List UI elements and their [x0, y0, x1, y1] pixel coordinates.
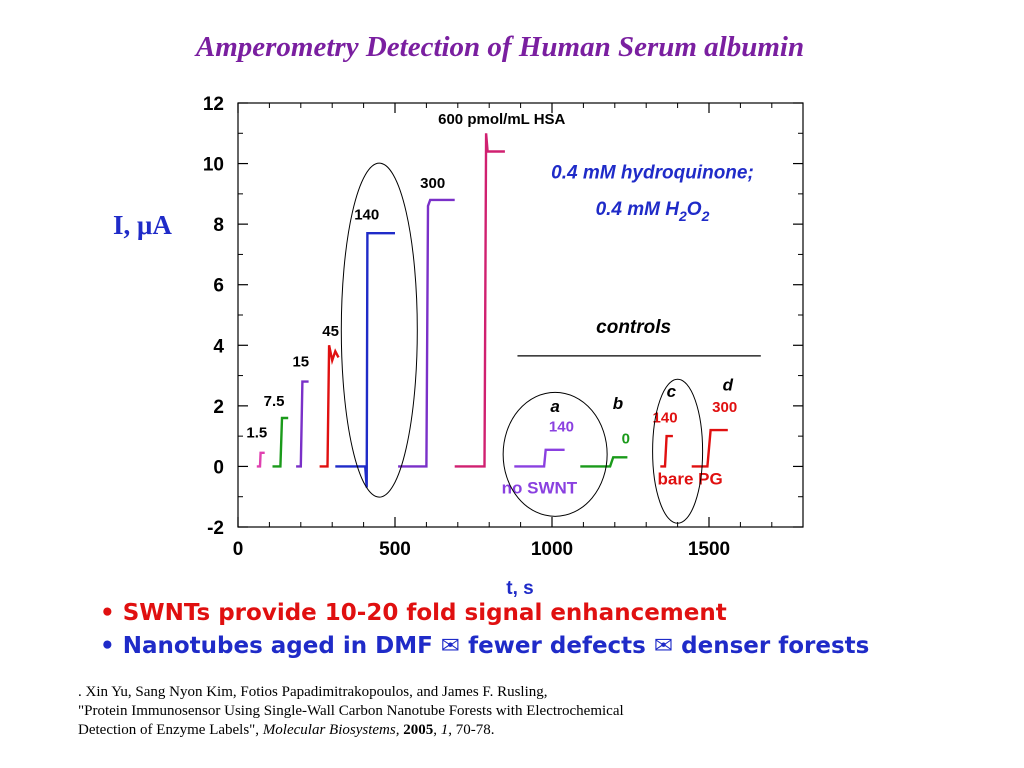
chart-annotation: controls	[596, 317, 671, 338]
y-tick-label: 0	[213, 457, 224, 478]
ellipse-control-c	[652, 378, 704, 524]
chart-annotation: no SWNT	[502, 479, 578, 498]
y-tick-label: 6	[213, 276, 224, 297]
series-line-1-5	[256, 451, 265, 468]
series-label: 140	[354, 207, 379, 224]
series-line-15	[296, 380, 309, 468]
y-tick-label: 8	[213, 215, 224, 236]
formula-mid: O	[687, 199, 702, 220]
series-line-c-140	[660, 434, 673, 468]
reference-authors: . Xin Yu, Sang Nyon Kim, Fotios Papadimi…	[78, 684, 548, 700]
reference-volume: 1	[440, 722, 449, 738]
series-line-b-0	[580, 456, 628, 468]
series-line-300	[398, 198, 455, 468]
chart-annotation: b	[613, 394, 623, 413]
series-label: 140	[549, 419, 574, 436]
y-tick-label: 10	[203, 155, 224, 176]
y-tick-label: 2	[213, 397, 224, 418]
reference-year: 2005	[403, 722, 434, 738]
x-tick-label: 0	[233, 539, 244, 560]
y-tick-label: 4	[213, 336, 224, 357]
y-axis-label: I, μA	[113, 210, 172, 240]
reference-title: "Protein Immunosensor Using Single-Wall …	[78, 703, 624, 719]
formula-pre: 0.4 mM H	[596, 199, 681, 220]
ellipse-control-a	[502, 391, 608, 517]
chart-annotation: c	[667, 382, 677, 401]
series-label: 1.5	[246, 425, 267, 442]
series-label: 300	[712, 399, 737, 416]
ellipse-140	[340, 162, 418, 498]
reference-pages: , 70-78.	[448, 722, 495, 738]
series-label: 45	[322, 323, 339, 340]
reference-title-end: Detection of Enzyme Labels",	[78, 722, 260, 738]
series-line-7-5	[272, 416, 289, 468]
reference: . Xin Yu, Sang Nyon Kim, Fotios Papadimi…	[78, 683, 958, 740]
x-axis-label: t, s	[506, 578, 533, 599]
bullet-1: • SWNTs provide 10-20 fold signal enhanc…	[100, 600, 727, 626]
formula-sub1: 2	[678, 208, 687, 224]
bullet-list: • SWNTs provide 10-20 fold signal enhanc…	[100, 597, 900, 663]
formula-h2o2: 0.4 mM H2O2	[596, 199, 710, 224]
series-label: 0	[622, 431, 630, 448]
chart-annotation: d	[723, 376, 734, 395]
series-label: 300	[420, 175, 445, 192]
series-line-a-140	[514, 448, 565, 468]
reference-source: Detection of Enzyme Labels", Molecular B…	[78, 722, 495, 738]
series-line-45	[319, 345, 340, 468]
series-line-600-pmol-ml-hsa	[454, 133, 505, 468]
chart-annotation: 0.4 mM hydroquinone;	[551, 163, 754, 184]
series-label: 15	[292, 353, 309, 370]
series-line-140	[335, 232, 395, 488]
series-line-d-300	[691, 428, 728, 468]
series-label: 7.5	[264, 393, 285, 410]
y-tick-label: 12	[203, 94, 224, 115]
chart-annotation: bare PG	[658, 470, 723, 489]
x-tick-label: 1500	[688, 539, 730, 560]
y-tick-label: -2	[207, 518, 224, 539]
x-tick-label: 500	[379, 539, 411, 560]
series-label: 600 pmol/mL HSA	[438, 111, 565, 128]
formula-sub2: 2	[701, 208, 710, 224]
slide-title: Amperometry Detection of Human Serum alb…	[195, 31, 805, 63]
reference-journal: Molecular Biosystems,	[262, 722, 400, 738]
x-tick-label: 1000	[531, 539, 573, 560]
series-label: 140	[653, 410, 678, 427]
chart-annotation: a	[550, 397, 559, 416]
bullet-2: • Nanotubes aged in DMF ✉ fewer defects …	[100, 633, 870, 659]
